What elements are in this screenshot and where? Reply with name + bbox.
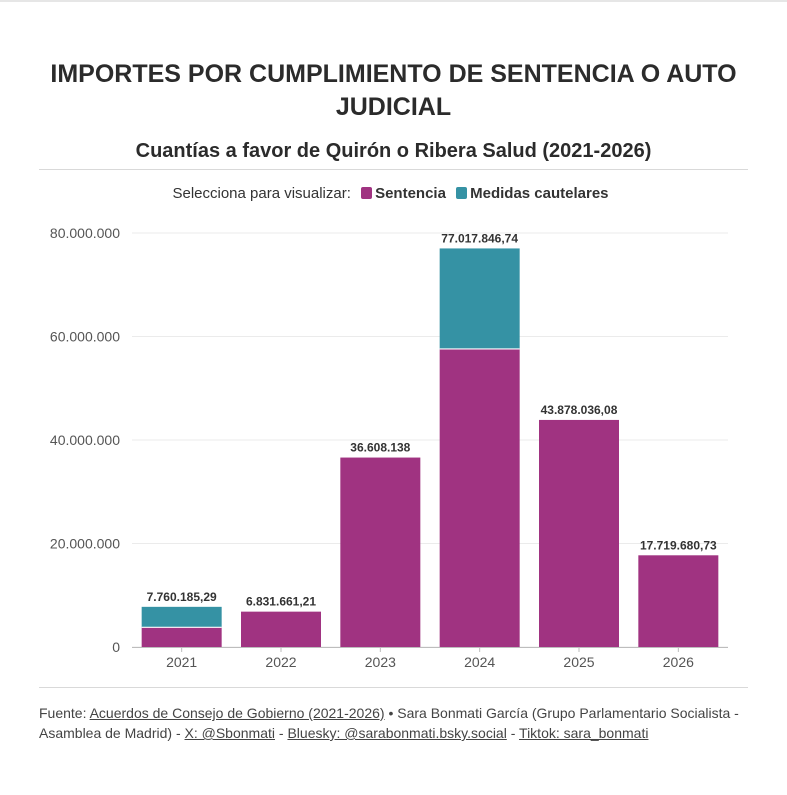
footer-sep-1: -: [275, 725, 288, 741]
y-tick-label-3: 60.000.000: [50, 329, 120, 345]
bar-2021-medidas-cautelares: [141, 606, 222, 628]
footer-author: • Sara Bonmati García (Grupo Parlamentar…: [39, 705, 739, 741]
footer-sep-2: -: [506, 725, 520, 741]
total-label-2025: 43.878.036,08: [541, 403, 618, 417]
total-label-2023: 36.608.138: [350, 441, 410, 455]
bars: [141, 248, 719, 647]
x-tick-label-2024: 2024: [464, 654, 495, 670]
tiktok-link[interactable]: Tiktok: sara_bonmati: [519, 725, 649, 741]
bar-2026-sentencia: [638, 555, 719, 647]
legend-swatch-sentencia: [361, 187, 373, 199]
footer: Fuente: Acuerdos de Consejo de Gobierno …: [39, 703, 739, 743]
y-tick-label-4: 80.000.000: [50, 225, 120, 241]
footer-divider: [39, 687, 748, 688]
legend: Selecciona para visualizar: Sentencia Me…: [0, 184, 787, 204]
bar-2021-sentencia: [141, 627, 222, 647]
y-axis: 0 20.000.000 40.000.000 60.000.000 80.000.00…: [50, 225, 120, 655]
total-label-2021: 7.760.185,29: [147, 590, 217, 604]
total-label-2026: 17.719.680,73: [640, 538, 717, 552]
legend-label: Selecciona para visualizar:: [172, 185, 351, 202]
bar-chart: 0 20.000.000 40.000.000 60.000.000 80.000.00…: [50, 225, 728, 670]
x-link[interactable]: X: @Sbonmati: [184, 725, 275, 741]
x-tick-label-2023: 2023: [365, 654, 396, 670]
y-tick-label-0: 0: [112, 639, 120, 655]
top-border: [0, 0, 787, 2]
x-axis: 2021 2022 2023 2024 2025 2026: [132, 647, 728, 670]
legend-swatch-medidas-cautelares: [456, 187, 468, 199]
bar-2024-medidas-cautelares: [439, 248, 520, 349]
x-tick-label-2026: 2026: [663, 654, 694, 670]
x-tick-label-2022: 2022: [265, 654, 296, 670]
total-label-2022: 6.831.661,21: [246, 595, 316, 609]
x-tick-label-2021: 2021: [166, 654, 197, 670]
legend-text-medidas-cautelares: Medidas cautelares: [470, 185, 609, 202]
header-divider: [39, 169, 748, 170]
total-label-2024: 77.017.846,74: [441, 231, 518, 245]
source-link[interactable]: Acuerdos de Consejo de Gobierno (2021-20…: [89, 705, 385, 721]
x-tick-label-2025: 2025: [563, 654, 594, 670]
bar-2024-sentencia: [439, 348, 520, 647]
legend-text-sentencia: Sentencia: [375, 185, 446, 202]
y-tick-label-1: 20.000.000: [50, 536, 120, 552]
bar-2025-sentencia: [539, 419, 619, 647]
legend-item-medidas-cautelares[interactable]: Medidas cautelares: [456, 184, 609, 204]
y-tick-label-2: 40.000.000: [50, 432, 120, 448]
chart-subtitle: Cuantías a favor de Quirón o Ribera Salu…: [135, 140, 652, 162]
bar-2023-sentencia: [340, 457, 421, 647]
chart-title: IMPORTES POR CUMPLIMIENTO DE SENTENCIA O…: [50, 60, 737, 121]
bar-2022-sentencia: [241, 611, 321, 647]
footer-prefix: Fuente:: [39, 705, 90, 721]
bluesky-link[interactable]: Bluesky: @sarabonmati.bsky.social: [287, 725, 507, 741]
legend-item-sentencia[interactable]: Sentencia: [361, 184, 446, 204]
total-labels: 7.760.185,29 6.831.661,21 36.608.138 77.017…: [147, 231, 717, 608]
